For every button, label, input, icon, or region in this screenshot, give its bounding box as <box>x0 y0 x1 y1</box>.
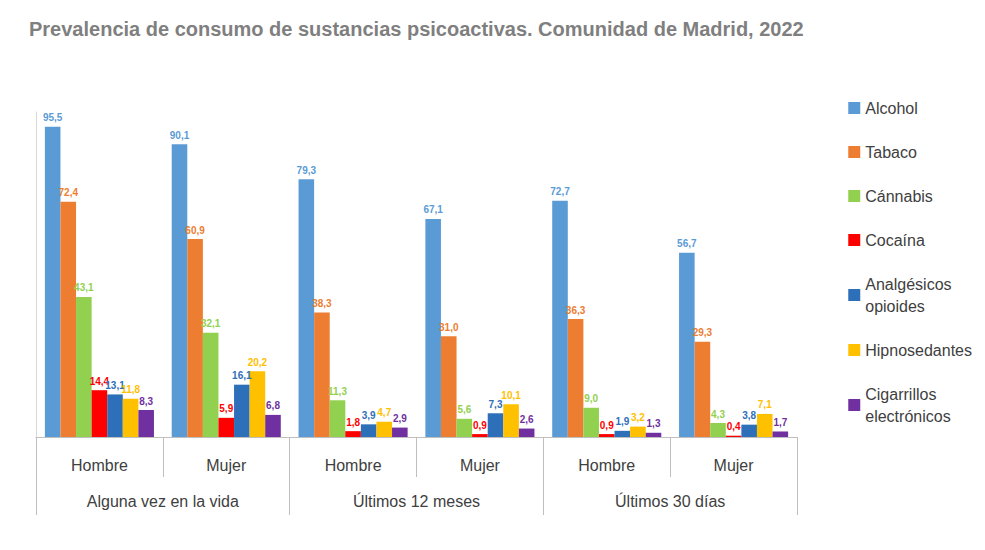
svg-text:36,3: 36,3 <box>566 305 586 316</box>
svg-text:Tabaco: Tabaco <box>865 144 917 161</box>
svg-text:95,5: 95,5 <box>43 112 63 123</box>
svg-text:Hombre: Hombre <box>325 457 382 474</box>
svg-text:20,2: 20,2 <box>248 357 268 368</box>
svg-text:67,1: 67,1 <box>423 204 443 215</box>
svg-text:electrónicos: electrónicos <box>865 408 950 425</box>
svg-text:1,7: 1,7 <box>773 417 787 428</box>
svg-text:Últimos 30 días: Últimos 30 días <box>615 492 725 510</box>
svg-text:32,1: 32,1 <box>201 318 221 329</box>
svg-text:72,7: 72,7 <box>550 186 570 197</box>
svg-text:4,3: 4,3 <box>711 409 725 420</box>
svg-text:Cocaína: Cocaína <box>865 232 925 249</box>
svg-text:11,3: 11,3 <box>328 386 347 397</box>
svg-text:Hombre: Hombre <box>71 457 128 474</box>
svg-text:Alcohol: Alcohol <box>865 100 917 117</box>
svg-text:13,1: 13,1 <box>105 379 125 391</box>
svg-text:10,1: 10,1 <box>501 390 521 401</box>
svg-text:0,9: 0,9 <box>600 420 614 431</box>
svg-text:38,3: 38,3 <box>312 298 332 309</box>
svg-text:Hombre: Hombre <box>578 457 635 474</box>
svg-text:Mujer: Mujer <box>206 457 247 474</box>
svg-text:5,9: 5,9 <box>219 403 233 414</box>
svg-text:29,3: 29,3 <box>693 327 713 338</box>
svg-text:6,8: 6,8 <box>266 400 280 411</box>
svg-text:3,2: 3,2 <box>631 412 645 423</box>
svg-text:Últimos 12 meses: Últimos 12 meses <box>353 492 480 510</box>
svg-text:Analgésicos: Analgésicos <box>865 276 951 293</box>
svg-text:opioides: opioides <box>865 298 925 315</box>
svg-text:2,6: 2,6 <box>520 414 534 425</box>
svg-text:9,0: 9,0 <box>584 393 598 404</box>
svg-text:11,8: 11,8 <box>121 384 140 395</box>
svg-text:3,9: 3,9 <box>362 410 376 421</box>
svg-text:0,4: 0,4 <box>727 421 741 432</box>
svg-text:79,3: 79,3 <box>297 165 317 176</box>
svg-text:5,6: 5,6 <box>457 404 471 415</box>
svg-text:7,1: 7,1 <box>758 399 772 410</box>
svg-text:Cánnabis: Cánnabis <box>865 188 933 205</box>
svg-text:3,8: 3,8 <box>742 410 756 421</box>
svg-text:7,3: 7,3 <box>488 398 503 410</box>
svg-text:56,7: 56,7 <box>677 238 697 249</box>
svg-text:1,8: 1,8 <box>346 417 360 428</box>
svg-text:60,9: 60,9 <box>185 225 205 236</box>
svg-text:Alguna vez en la vida: Alguna vez en la vida <box>87 493 239 510</box>
svg-text:Cigarrillos: Cigarrillos <box>865 386 936 403</box>
svg-text:90,1: 90,1 <box>170 130 190 141</box>
svg-text:0,9: 0,9 <box>473 420 487 431</box>
svg-text:Hipnosedantes: Hipnosedantes <box>865 342 972 359</box>
svg-text:1,9: 1,9 <box>615 416 629 427</box>
svg-text:31,0: 31,0 <box>439 322 459 333</box>
svg-text:8,3: 8,3 <box>139 396 153 407</box>
svg-text:43,1: 43,1 <box>74 282 94 293</box>
svg-text:1,3: 1,3 <box>647 418 661 429</box>
svg-text:Mujer: Mujer <box>460 457 501 474</box>
svg-text:Mujer: Mujer <box>714 457 755 474</box>
svg-text:Prevalencia de consumo de sust: Prevalencia de consumo de sustancias psi… <box>29 18 804 40</box>
svg-text:4,7: 4,7 <box>377 407 391 418</box>
svg-text:72,4: 72,4 <box>59 187 79 198</box>
svg-text:14,4: 14,4 <box>89 375 110 387</box>
svg-text:2,9: 2,9 <box>393 413 407 424</box>
svg-text:16,1: 16,1 <box>232 370 252 381</box>
